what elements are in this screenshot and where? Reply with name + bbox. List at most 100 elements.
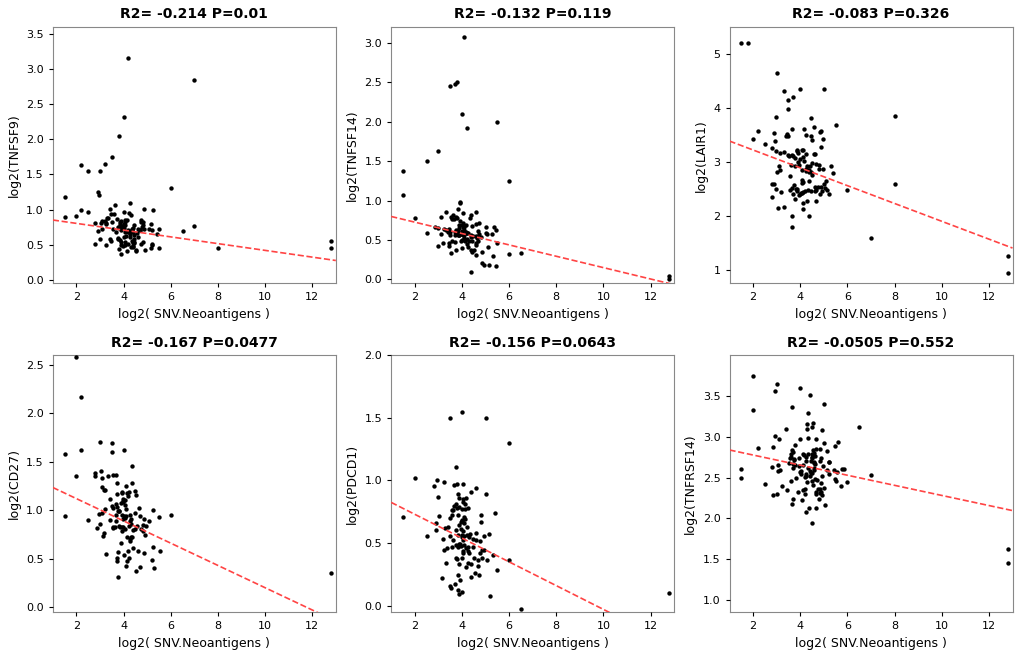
Point [794, 485, 810, 495]
Point [450, 229, 467, 240]
Point [771, 464, 788, 475]
Point [451, 198, 468, 209]
Point [466, 553, 482, 563]
Point [89, 522, 105, 533]
Point [886, 111, 902, 122]
Point [450, 589, 467, 599]
Point [132, 524, 149, 534]
Point [448, 503, 465, 513]
Point [439, 227, 455, 238]
Point [807, 196, 823, 206]
Point [113, 510, 129, 520]
Point [92, 437, 108, 447]
Point [797, 468, 813, 479]
Point [407, 212, 423, 223]
Point [119, 215, 136, 225]
Point [97, 503, 113, 514]
Point [129, 224, 146, 235]
Point [56, 212, 72, 223]
Point [481, 529, 497, 539]
Point [93, 465, 109, 476]
Point [822, 160, 839, 171]
Point [775, 202, 792, 212]
Point [812, 126, 828, 137]
Point [450, 502, 467, 512]
Point [489, 564, 505, 575]
Point [812, 182, 828, 193]
Y-axis label: log2(CD27): log2(CD27) [7, 448, 20, 519]
Point [90, 187, 106, 197]
Point [459, 234, 475, 244]
Point [460, 242, 476, 252]
Point [455, 225, 472, 235]
Point [783, 452, 799, 463]
Point [763, 462, 780, 472]
Point [144, 239, 160, 250]
Point [786, 440, 802, 450]
Point [104, 501, 120, 511]
Point [90, 225, 106, 236]
Point [487, 260, 503, 271]
Point [812, 453, 828, 463]
Point [477, 228, 493, 238]
Point [744, 134, 760, 145]
Point [144, 555, 160, 565]
Point [111, 244, 127, 254]
Point [815, 83, 832, 94]
Point [458, 561, 474, 572]
Point [118, 231, 135, 241]
Point [135, 217, 151, 227]
Point [803, 170, 819, 181]
Point [459, 530, 475, 541]
Point [464, 221, 480, 231]
Point [453, 514, 470, 525]
Point [786, 453, 802, 464]
Point [471, 570, 487, 580]
Point [660, 270, 677, 281]
Point [127, 490, 144, 501]
Point [803, 448, 819, 459]
Point [458, 123, 474, 133]
Point [806, 186, 822, 196]
Point [394, 511, 411, 522]
Point [809, 182, 825, 193]
Point [795, 124, 811, 134]
Point [458, 228, 474, 238]
Point [136, 224, 152, 235]
Point [767, 167, 784, 177]
Point [466, 244, 482, 255]
X-axis label: log2( SNV.Neoantigens ): log2( SNV.Neoantigens ) [118, 308, 270, 321]
Point [442, 581, 459, 591]
Title: R2= -0.0505 P=0.552: R2= -0.0505 P=0.552 [787, 336, 954, 350]
Point [812, 478, 828, 488]
Point [450, 229, 467, 240]
Point [125, 233, 142, 244]
Point [819, 457, 836, 468]
Point [791, 160, 807, 170]
X-axis label: log2( SNV.Neoantigens ): log2( SNV.Neoantigens ) [457, 637, 608, 650]
Point [818, 446, 835, 457]
Point [767, 378, 784, 389]
Point [462, 210, 478, 220]
Point [123, 532, 140, 543]
Point [476, 545, 492, 555]
Point [500, 175, 517, 186]
Point [115, 493, 131, 504]
Point [124, 224, 141, 235]
Point [805, 148, 821, 159]
Y-axis label: log2(LAIR1): log2(LAIR1) [694, 119, 707, 191]
Point [112, 538, 128, 549]
Point [446, 237, 463, 247]
Point [323, 242, 339, 253]
Point [137, 530, 153, 541]
Point [803, 421, 819, 432]
Point [427, 525, 443, 535]
Point [453, 553, 470, 564]
Point [448, 525, 465, 535]
Point [112, 218, 128, 229]
Point [772, 187, 789, 197]
Point [478, 229, 494, 239]
Point [797, 456, 813, 466]
Point [797, 452, 813, 463]
Point [110, 505, 126, 516]
